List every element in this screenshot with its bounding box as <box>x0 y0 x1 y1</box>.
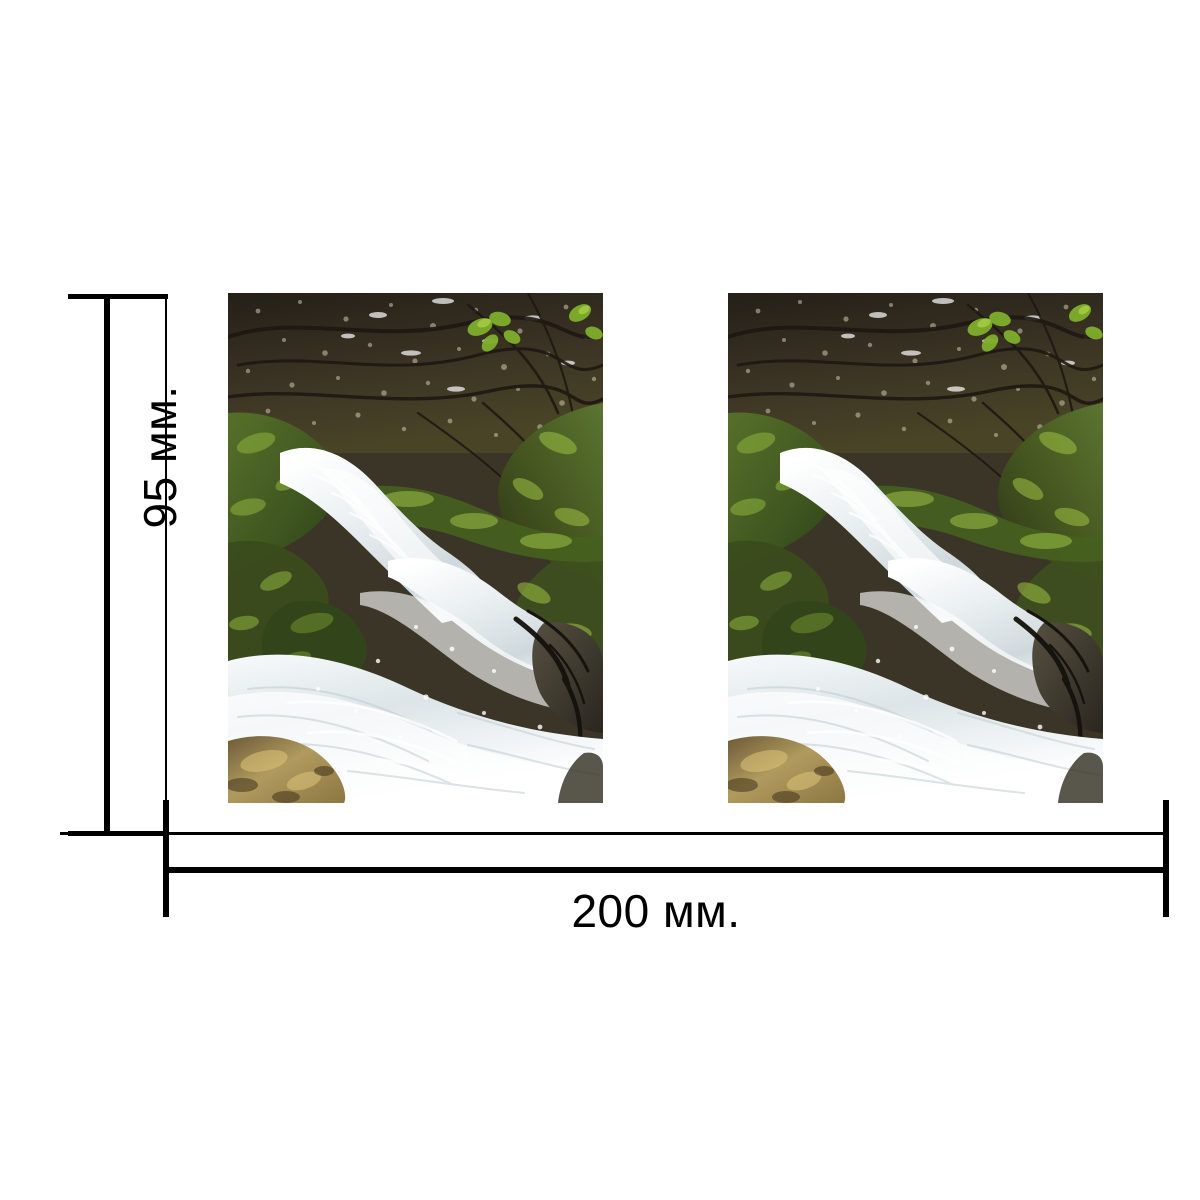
height-dim-line <box>104 294 110 836</box>
width-dim-line <box>165 867 1167 873</box>
extension-line-left-lower <box>163 800 169 917</box>
height-dim-cap-top <box>68 294 168 299</box>
height-dimension-label: 95 мм. <box>134 385 186 529</box>
width-dimension-label: 200 мм. <box>571 885 741 937</box>
extension-line-right <box>1163 800 1169 917</box>
waterfall-image-right <box>728 293 1103 803</box>
waterfall-image-left <box>228 293 603 803</box>
width-dim-guide-line <box>60 832 1168 835</box>
waterfall-photo-right <box>728 293 1103 803</box>
waterfall-photo-left <box>228 293 603 803</box>
extension-line-left <box>165 296 167 802</box>
